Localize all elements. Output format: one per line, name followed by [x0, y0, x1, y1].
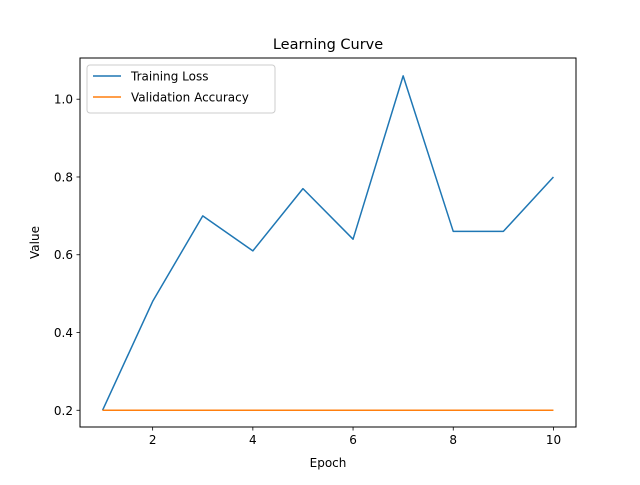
- series-layer: [103, 76, 554, 410]
- y-tick-label: 0.2: [54, 404, 73, 418]
- y-tick-label: 1.0: [54, 93, 73, 107]
- x-tick-label: 6: [349, 433, 357, 447]
- y-tick-label: 0.4: [54, 326, 73, 340]
- x-tick-label: 8: [449, 433, 457, 447]
- y-tick-label: 0.8: [54, 170, 73, 184]
- x-tick-label: 4: [249, 433, 257, 447]
- legend-label-training-loss: Training Loss: [130, 70, 208, 84]
- series-line-training-loss: [103, 76, 554, 410]
- legend: Training Loss Validation Accuracy: [87, 65, 275, 113]
- y-tick-label: 0.6: [54, 248, 73, 262]
- x-tick-label: 2: [149, 433, 157, 447]
- x-axis-label: Epoch: [310, 456, 347, 470]
- x-tick-label: 10: [546, 433, 561, 447]
- chart-title: Learning Curve: [273, 37, 383, 53]
- x-axis-ticks: 2 4 6 8 10: [149, 427, 561, 447]
- y-axis-label: Value: [28, 226, 42, 259]
- y-axis-ticks: 0.2 0.4 0.6 0.8 1.0: [54, 93, 80, 418]
- legend-label-validation-accuracy: Validation Accuracy: [131, 91, 249, 105]
